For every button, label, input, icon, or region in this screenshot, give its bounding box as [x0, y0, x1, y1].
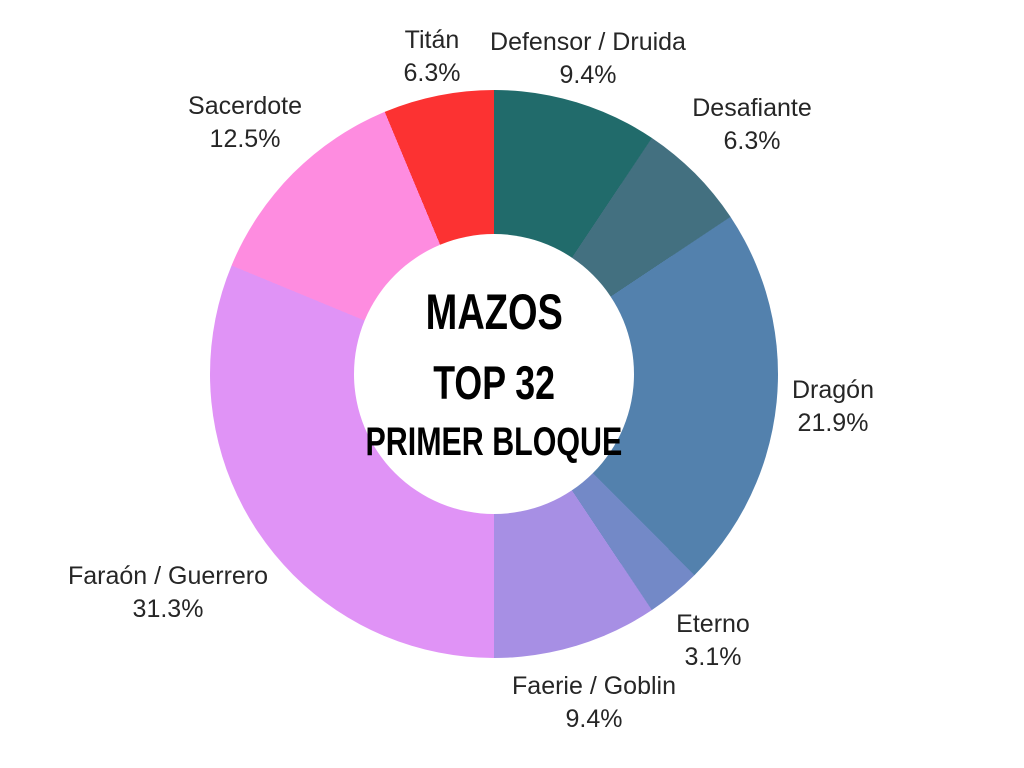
slice-label-name: Titán: [404, 26, 460, 54]
slice-label-sacerdote: Sacerdote 12.5%: [188, 90, 302, 156]
slice-label-name: Faraón / Guerrero: [67, 562, 269, 590]
slice-label-name: Eterno: [676, 610, 750, 638]
slice-label-percent: 31.3%: [132, 595, 204, 623]
slice-label-dragon: Dragón 21.9%: [792, 374, 874, 440]
slice-label-titan: Titán 6.3%: [404, 24, 461, 90]
slice-label-faraon-guerrero: Faraón / Guerrero 31.3%: [68, 560, 268, 626]
slice-label-name: Dragón: [792, 376, 874, 404]
donut-hole: MAZOS TOP 32 PRIMER BLOQUE: [354, 234, 634, 514]
chart-title-line-3: PRIMER BLOQUE: [365, 419, 623, 464]
slice-label-percent: 3.1%: [684, 643, 742, 671]
slice-label-faerie-goblin: Faerie / Goblin 9.4%: [512, 670, 676, 736]
slice-label-name: Faerie / Goblin: [512, 672, 676, 700]
slice-label-percent: 9.4%: [565, 705, 623, 733]
slice-label-desafiante: Desafiante 6.3%: [692, 92, 812, 158]
slice-label-name: Desafiante: [692, 94, 812, 122]
slice-label-eterno: Eterno 3.1%: [676, 608, 750, 674]
chart-title-line-2: TOP 32: [433, 355, 555, 409]
slice-label-percent: 21.9%: [797, 409, 869, 437]
slice-label-defensor-druida: Defensor / Druida 9.4%: [490, 26, 686, 92]
slice-label-name: Defensor / Druida: [490, 28, 686, 56]
slice-label-percent: 6.3%: [723, 127, 781, 155]
slice-label-percent: 6.3%: [403, 59, 461, 87]
slice-label-percent: 12.5%: [209, 125, 281, 153]
slice-label-name: Sacerdote: [188, 92, 302, 120]
slice-label-percent: 9.4%: [559, 61, 617, 89]
chart-title-line-1: MAZOS: [425, 283, 563, 340]
